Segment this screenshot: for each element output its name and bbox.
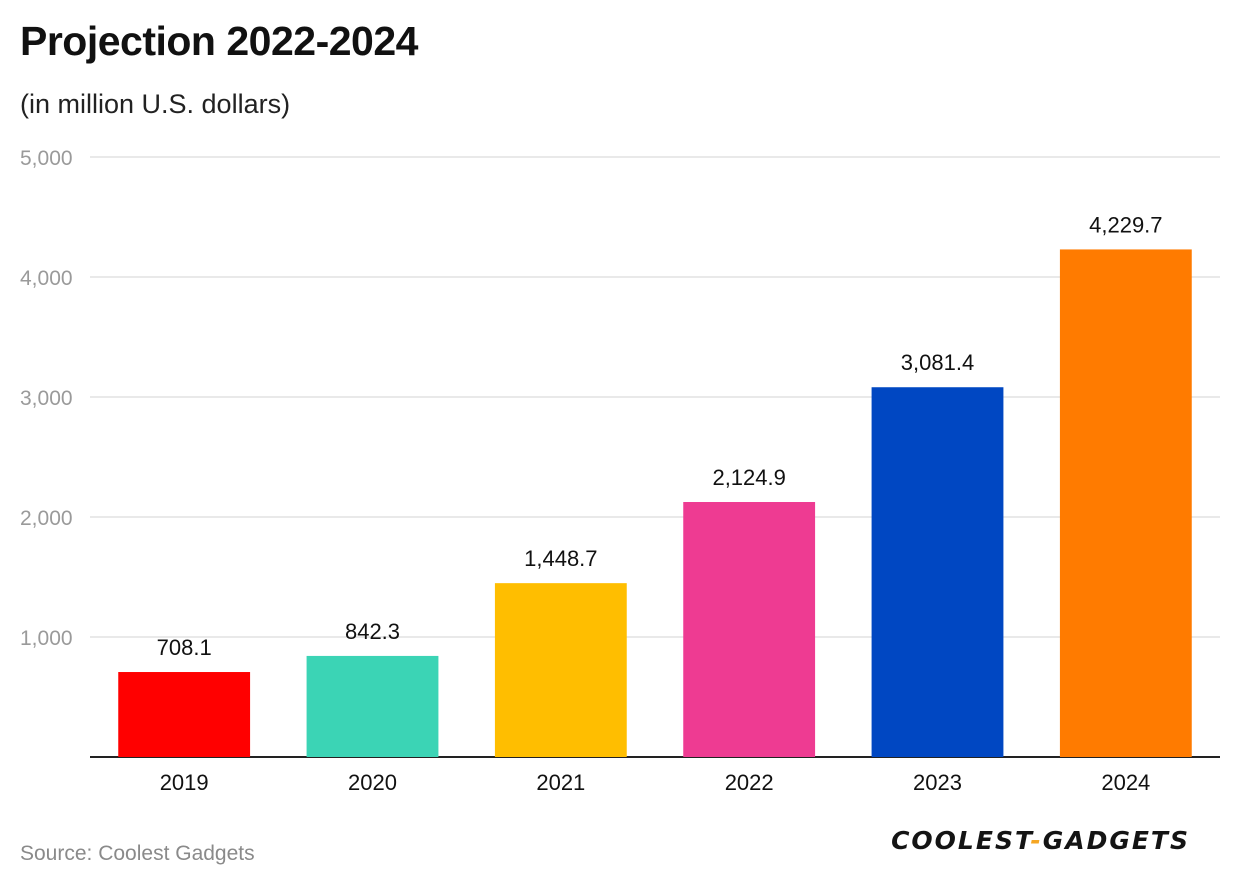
bar-value-label: 3,081.4 [901, 350, 974, 375]
bar-value-label: 708.1 [157, 635, 212, 660]
brand-logo: COOLEST-GADGETS [891, 826, 1190, 855]
bar [1059, 249, 1192, 757]
x-tick-label: 2024 [1101, 770, 1150, 795]
y-tick-label: 3,000 [20, 387, 73, 410]
bar [871, 387, 1004, 757]
bar-value-label: 2,124.9 [712, 465, 785, 490]
bar-value-label: 4,229.7 [1089, 212, 1162, 237]
x-tick-label: 2022 [725, 770, 774, 795]
y-tick-label: 1,000 [20, 627, 73, 650]
brand-logo-right: GADGETS [1042, 826, 1190, 855]
source-note: Source: Coolest Gadgets [20, 842, 255, 865]
bar [306, 655, 439, 757]
chart-subtitle: (in million U.S. dollars) [20, 89, 291, 119]
chart-title: Projection 2022-2024 [20, 18, 418, 64]
y-tick-label: 2,000 [20, 507, 73, 530]
x-tick-label: 2023 [913, 770, 962, 795]
y-tick-label: 4,000 [20, 267, 73, 290]
x-tick-label: 2020 [348, 770, 397, 795]
bar-value-label: 842.3 [345, 619, 400, 644]
x-tick-label: 2019 [160, 770, 209, 795]
x-tick-label: 2021 [536, 770, 585, 795]
bar [494, 583, 627, 757]
bar [683, 502, 816, 757]
bar [118, 672, 251, 757]
bar-value-label: 1,448.7 [524, 546, 597, 571]
brand-logo-dash: - [1030, 826, 1043, 855]
y-tick-label: 5,000 [20, 147, 73, 170]
brand-logo-left: COOLEST [891, 826, 1031, 855]
